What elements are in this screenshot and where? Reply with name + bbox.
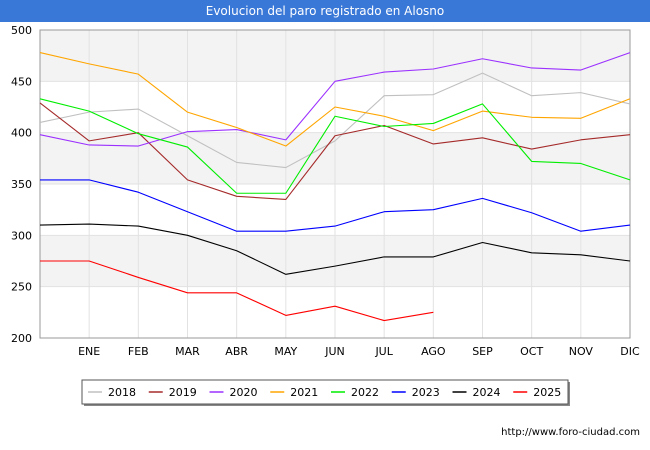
series-line-2024 — [39, 223, 631, 275]
y-tick-label: 350 — [11, 178, 32, 191]
series-line-2019 — [39, 102, 631, 200]
y-tick-label: 250 — [11, 281, 32, 294]
series-line-2020 — [39, 52, 631, 147]
legend-label-2021: 2021 — [290, 386, 318, 399]
x-tick-label: ABR — [225, 345, 248, 358]
x-tick-labels: ENE FEB MAR ABR MAY JUN JUL AGO SEP OCT NOV DIC — [78, 345, 640, 358]
x-tick-label: ENE — [78, 345, 100, 358]
legend-label-2023: 2023 — [412, 386, 440, 399]
x-tick-label: JUL — [374, 345, 393, 358]
source-url: http://www.foro-ciudad.com — [501, 427, 640, 438]
y-tick-label: 200 — [11, 332, 32, 345]
series-line-2022 — [39, 98, 631, 194]
series-line-2021 — [39, 52, 631, 147]
legend-label-2018: 2018 — [108, 386, 136, 399]
x-tick-label: MAY — [274, 345, 297, 358]
y-tick-labels: 200 250 300 350 400 450 500 — [11, 24, 32, 345]
legend: 2018 2019 2020 2021 2022 2023 2024 2025 — [81, 379, 570, 406]
y-tick-label: 400 — [11, 127, 32, 140]
legend-label-2024: 2024 — [473, 386, 501, 399]
x-tick-label: JUN — [324, 345, 345, 358]
y-tick-label: 450 — [11, 75, 32, 88]
y-tick-label: 300 — [11, 229, 32, 242]
chart-title: Evolucion del paro registrado en Alosno — [205, 4, 445, 18]
axes — [39, 29, 631, 339]
x-tick-label: AGO — [421, 345, 446, 358]
series-line-2023 — [40, 179, 631, 232]
legend-label-2025: 2025 — [533, 386, 561, 399]
plot-border — [39, 29, 631, 339]
x-tick-label: OCT — [520, 345, 543, 358]
x-tick-label: MAR — [175, 345, 200, 358]
x-tick-label: SEP — [472, 345, 493, 358]
x-tick-label: FEB — [128, 345, 149, 358]
legend-label-2022: 2022 — [351, 386, 379, 399]
x-tick-label: DIC — [620, 345, 640, 358]
series-lines — [39, 52, 631, 322]
legend-label-2019: 2019 — [169, 386, 197, 399]
y-tick-label: 500 — [11, 24, 32, 37]
legend-box — [81, 379, 569, 405]
title-bar — [0, 0, 650, 22]
series-line-2025 — [40, 260, 434, 322]
x-tick-label: NOV — [569, 345, 594, 358]
series-line-2018 — [39, 72, 631, 169]
legend-label-2020: 2020 — [230, 386, 258, 399]
